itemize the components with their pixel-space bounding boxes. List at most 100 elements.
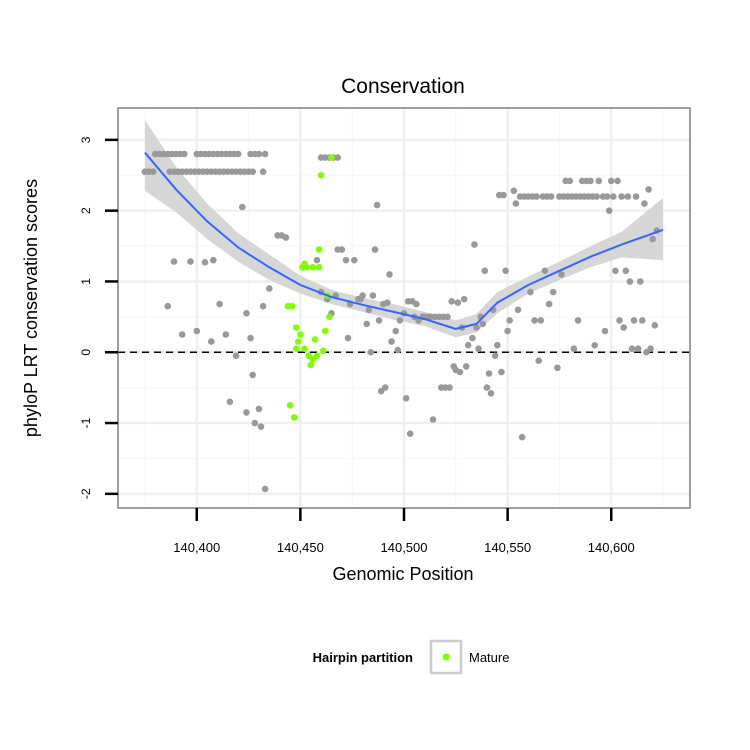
data-point	[179, 331, 186, 338]
data-point	[533, 193, 540, 200]
y-axis-title: phyloP LRT conservation scores	[21, 179, 41, 437]
data-point	[486, 370, 493, 377]
data-point	[602, 328, 609, 335]
data-point	[395, 347, 402, 354]
data-point	[223, 331, 230, 338]
data-point	[252, 420, 259, 427]
data-point	[482, 268, 489, 275]
data-point	[374, 202, 381, 209]
data-point	[208, 338, 215, 345]
x-tick-label: 140,550	[484, 540, 531, 555]
data-point	[202, 259, 209, 266]
data-point	[604, 193, 611, 200]
data-point	[266, 285, 273, 292]
data-point	[376, 317, 383, 324]
data-point	[542, 268, 549, 275]
data-point	[181, 151, 188, 158]
data-point	[461, 296, 468, 303]
data-point	[227, 399, 234, 406]
data-point-mature	[293, 345, 300, 352]
data-point	[243, 310, 250, 317]
data-point	[334, 154, 341, 161]
data-point-mature	[301, 345, 308, 352]
data-point	[392, 328, 399, 335]
data-point	[618, 193, 625, 200]
data-point	[413, 301, 420, 308]
data-point-mature	[320, 348, 327, 355]
data-point	[258, 423, 265, 430]
data-point	[531, 317, 538, 324]
data-point	[210, 257, 217, 264]
data-point	[187, 258, 194, 265]
data-point	[475, 345, 482, 352]
data-point-mature	[310, 356, 317, 363]
data-point-mature	[297, 331, 304, 338]
data-point	[370, 292, 377, 299]
data-point-mature	[312, 336, 319, 343]
data-point	[612, 268, 619, 275]
data-point	[403, 395, 410, 402]
x-tick-label: 140,600	[588, 540, 635, 555]
data-point	[368, 349, 375, 356]
data-point	[647, 345, 654, 352]
data-point	[455, 299, 462, 306]
data-point	[457, 369, 464, 376]
data-point	[538, 317, 545, 324]
data-point	[546, 301, 553, 308]
data-point	[625, 193, 632, 200]
data-point	[345, 335, 352, 342]
data-point	[596, 178, 603, 185]
data-point	[397, 317, 404, 324]
x-tick-label: 140,500	[381, 540, 428, 555]
data-point	[430, 416, 437, 423]
data-point-mature	[303, 264, 310, 271]
data-point	[384, 299, 391, 306]
data-point	[247, 335, 254, 342]
data-point	[150, 168, 157, 175]
data-point	[635, 345, 642, 352]
data-point	[382, 384, 389, 391]
data-point	[216, 301, 223, 308]
data-point	[511, 188, 518, 195]
data-point	[500, 192, 507, 199]
data-point	[610, 193, 617, 200]
data-point	[567, 178, 574, 185]
data-point	[504, 328, 511, 335]
data-point	[519, 434, 526, 441]
data-point	[372, 246, 379, 253]
data-point-mature	[310, 264, 317, 271]
data-point	[444, 314, 451, 321]
data-point	[575, 317, 582, 324]
data-point	[260, 168, 267, 175]
data-point	[498, 369, 505, 376]
data-point-mature	[307, 362, 314, 369]
legend-key-mature	[443, 654, 450, 661]
data-point	[591, 342, 598, 349]
data-point	[484, 384, 491, 391]
data-point	[471, 241, 478, 248]
data-point-mature	[322, 328, 329, 335]
data-point	[608, 178, 615, 185]
data-point	[614, 178, 621, 185]
data-point	[587, 178, 594, 185]
y-tick-label: 3	[79, 136, 93, 143]
data-point-mature	[318, 172, 325, 179]
data-point-mature	[293, 324, 300, 331]
data-point	[637, 278, 644, 285]
plot-panel	[118, 108, 690, 508]
data-point	[494, 342, 501, 349]
data-point-mature	[326, 314, 333, 321]
data-point-mature	[289, 303, 296, 310]
data-point	[649, 236, 656, 243]
data-point	[593, 193, 600, 200]
data-point	[351, 257, 358, 264]
data-point	[652, 322, 659, 329]
data-point	[164, 303, 171, 310]
data-point	[629, 345, 636, 352]
data-point	[260, 303, 267, 310]
data-point	[363, 321, 370, 328]
data-point-mature	[316, 246, 323, 253]
data-point	[480, 321, 487, 328]
data-point-mature	[328, 154, 335, 161]
data-point	[527, 289, 534, 296]
